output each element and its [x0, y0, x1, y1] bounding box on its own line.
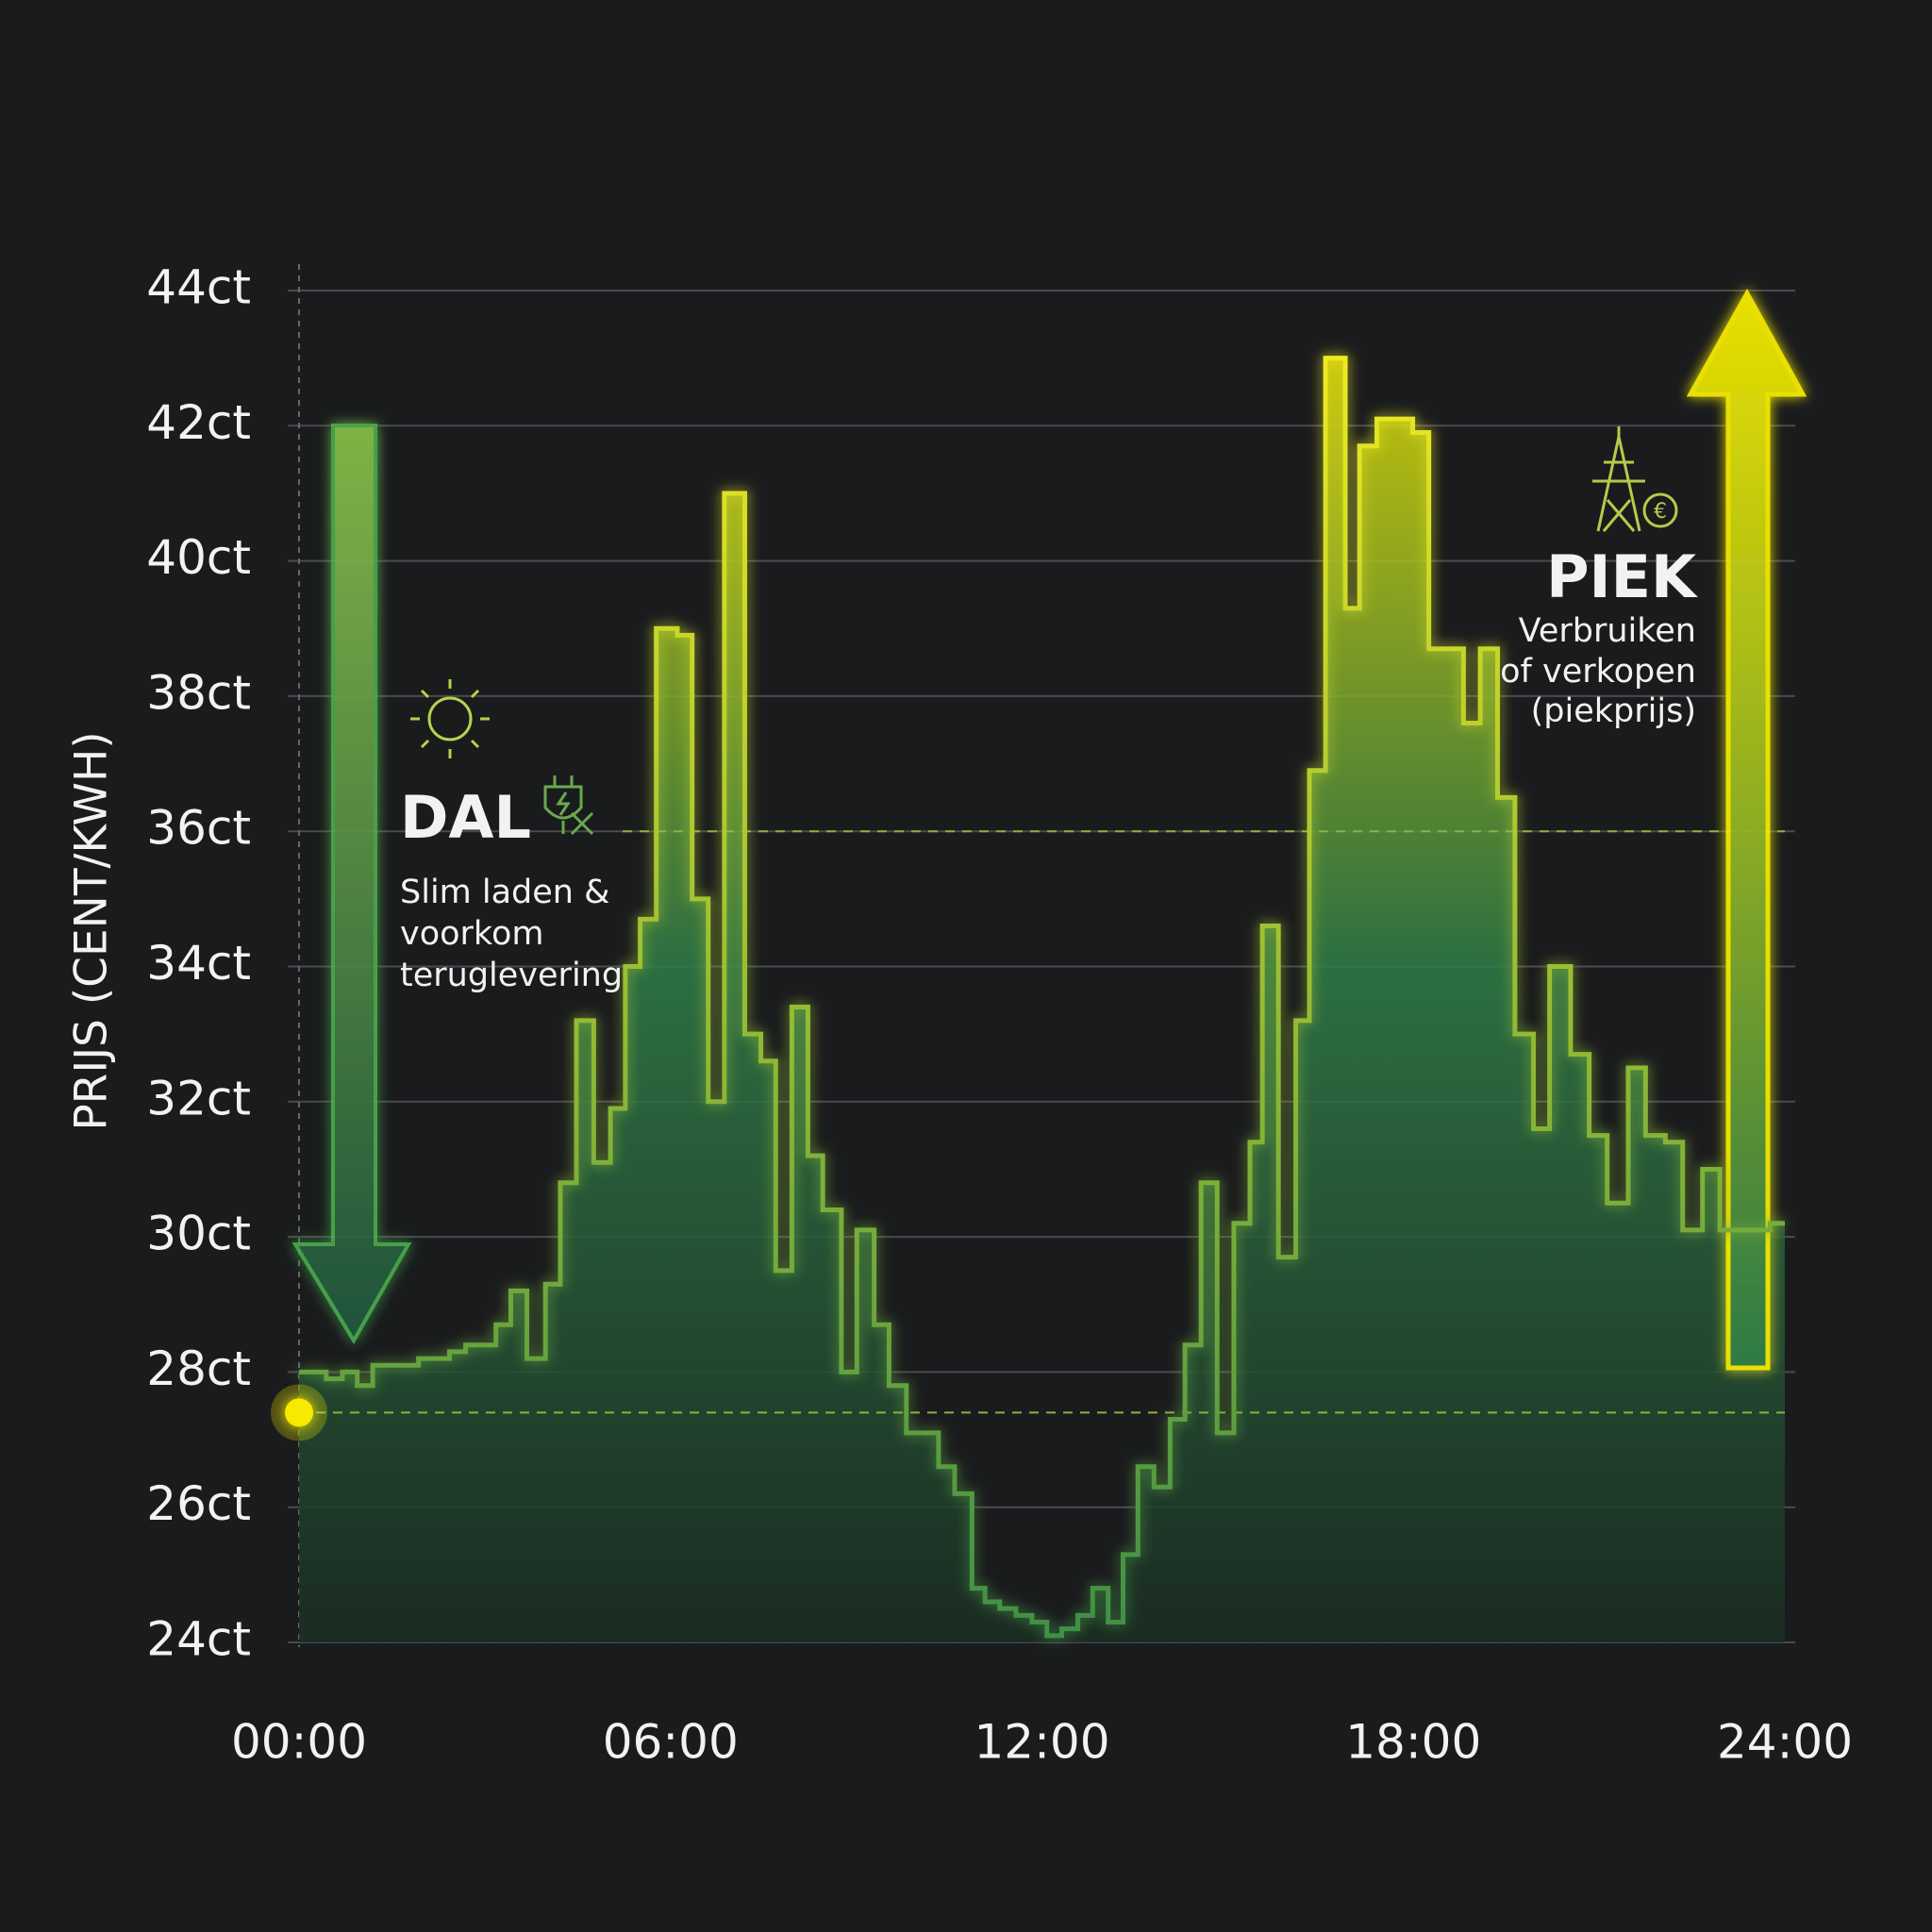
annotation-text: Verbruiken — [1519, 612, 1696, 650]
y-axis-label: PRIJS (CENT/KWH) — [66, 731, 118, 1130]
annotation-text: (piekprijs) — [1531, 692, 1696, 730]
plug-icon — [543, 775, 594, 836]
y-tick-label: 40ct — [146, 530, 251, 585]
down-arrow — [291, 424, 412, 1344]
y-tick-label: 36ct — [146, 801, 251, 856]
y-tick-label: 44ct — [146, 260, 251, 315]
y-tick-label: 26ct — [146, 1476, 251, 1531]
price-marker — [285, 1398, 313, 1427]
y-tick-label: 38ct — [146, 665, 251, 720]
area — [299, 358, 1785, 1642]
x-tick-label: 18:00 — [1345, 1715, 1481, 1770]
y-tick-label: 28ct — [146, 1341, 251, 1396]
sun-icon — [410, 679, 490, 758]
x-tick-label: 24:00 — [1717, 1715, 1853, 1770]
reference-lines — [299, 830, 1785, 1414]
area-group — [299, 358, 1785, 1642]
y-tick-label: 34ct — [146, 936, 251, 991]
pylon-icon: € — [1592, 426, 1678, 532]
x-tick-label: 00:00 — [231, 1715, 367, 1770]
annotation-title: PIEK — [1546, 542, 1698, 611]
y-tick-label: 24ct — [146, 1612, 251, 1667]
annotation-text: teruglevering — [400, 957, 623, 994]
y-tick-label: 42ct — [146, 395, 251, 450]
annotation-text: Slim laden & — [400, 874, 609, 911]
svg-text:€: € — [1654, 500, 1667, 524]
annotation-text: voorkom — [400, 915, 543, 953]
price-line — [299, 356, 1785, 1639]
x-tick-label: 12:00 — [974, 1715, 1109, 1770]
y-tick-label: 30ct — [146, 1207, 251, 1261]
labels: PRIJS (CENT/KWH) DAL Slim laden & voorko… — [66, 542, 1698, 1131]
annotation-title: DAL — [400, 783, 531, 852]
annotation-text: of verkopen — [1500, 653, 1696, 691]
grid: 24ct 26ct 28ct 30ct 32ct 34ct 36ct 38ct 40ct 42ct… — [146, 260, 1853, 1770]
y-tick-label: 32ct — [146, 1071, 251, 1125]
x-tick-label: 06:00 — [603, 1715, 739, 1770]
up-arrow — [1686, 288, 1807, 1371]
plot — [271, 356, 1785, 1639]
